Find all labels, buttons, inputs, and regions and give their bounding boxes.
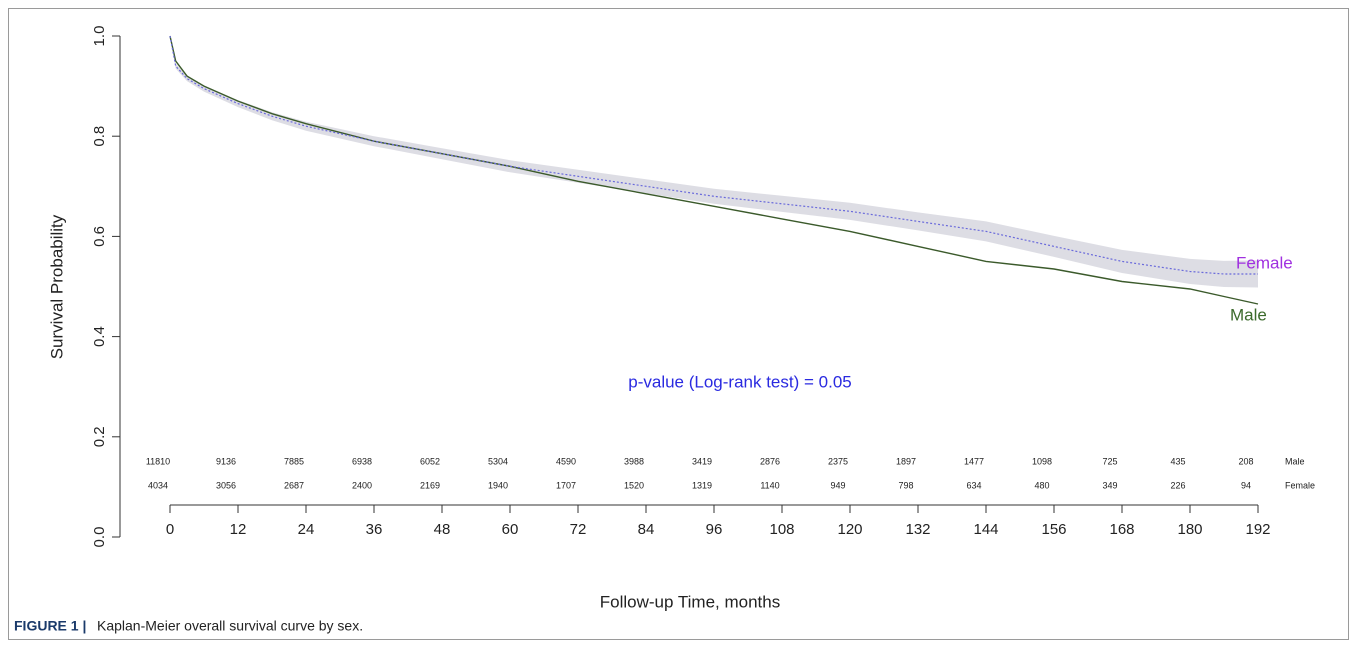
at-risk-count: 4590	[556, 456, 576, 466]
at-risk-row-label: Female	[1285, 480, 1315, 490]
at-risk-row-label: Male	[1285, 456, 1305, 466]
y-tick-label: 0.2	[91, 426, 108, 447]
at-risk-count: 2400	[352, 480, 372, 490]
caption: Kaplan-Meier overall survival curve by s…	[97, 618, 363, 634]
y-axis-label: Survival Probability	[47, 214, 66, 359]
x-tick-label: 180	[1177, 521, 1202, 538]
curve-label: Female	[1236, 253, 1293, 272]
figure-frame	[8, 8, 1349, 640]
survival-curve	[169, 35, 1259, 305]
y-tick-label: 1.0	[91, 26, 108, 47]
x-tick-label: 24	[298, 521, 315, 538]
at-risk-count: 3419	[692, 456, 712, 466]
x-tick-label: 156	[1041, 521, 1066, 538]
curve-label: Male	[1230, 305, 1267, 324]
confidence-band	[170, 36, 1258, 288]
at-risk-count: 11810	[146, 456, 170, 466]
x-tick-label: 120	[837, 521, 862, 538]
at-risk-count: 2375	[828, 456, 848, 466]
at-risk-count: 6052	[420, 456, 440, 466]
at-risk-count: 1319	[692, 480, 712, 490]
x-tick-label: 60	[502, 521, 519, 538]
y-tick-label: 0.6	[91, 226, 108, 247]
at-risk-count: 3056	[216, 480, 236, 490]
at-risk-count: 1897	[896, 456, 916, 466]
at-risk-count: 2169	[420, 480, 440, 490]
at-risk-count: 9136	[216, 456, 236, 466]
at-risk-count: 2687	[284, 480, 304, 490]
at-risk-count: 1098	[1032, 456, 1052, 466]
y-tick-label: 0.4	[91, 326, 108, 347]
at-risk-count: 949	[830, 480, 845, 490]
annotation: p-value (Log-rank test) = 0.05	[628, 372, 851, 391]
y-tick-label: 0.0	[91, 527, 108, 548]
at-risk-count: 725	[1102, 456, 1117, 466]
x-tick-label: 0	[166, 521, 174, 538]
x-tick-label: 168	[1109, 521, 1134, 538]
y-tick-label: 0.8	[91, 126, 108, 147]
at-risk-count: 3988	[624, 456, 644, 466]
at-risk-count: 1940	[488, 480, 508, 490]
at-risk-count: 226	[1170, 480, 1185, 490]
at-risk-count: 6938	[352, 456, 372, 466]
survival-curve	[169, 35, 1258, 275]
at-risk-count: 798	[898, 480, 913, 490]
at-risk-count: 1477	[964, 456, 984, 466]
x-tick-label: 192	[1245, 521, 1270, 538]
caption-label: FIGURE 1 |	[14, 618, 86, 634]
x-tick-label: 84	[638, 521, 655, 538]
at-risk-count: 480	[1034, 480, 1049, 490]
at-risk-count: 1520	[624, 480, 644, 490]
at-risk-count: 2876	[760, 456, 780, 466]
at-risk-count: 5304	[488, 456, 508, 466]
at-risk-count: 208	[1238, 456, 1253, 466]
x-tick-label: 96	[706, 521, 723, 538]
at-risk-count: 7885	[284, 456, 304, 466]
x-tick-label: 108	[769, 521, 794, 538]
at-risk-count: 435	[1170, 456, 1185, 466]
at-risk-count: 1140	[760, 480, 779, 490]
at-risk-count: 94	[1241, 480, 1251, 490]
at-risk-count: 1707	[556, 480, 576, 490]
x-tick-label: 12	[230, 521, 247, 538]
x-tick-label: 36	[366, 521, 383, 538]
x-tick-label: 72	[570, 521, 587, 538]
at-risk-count: 4034	[148, 480, 168, 490]
x-tick-label: 132	[905, 521, 930, 538]
at-risk-count: 349	[1102, 480, 1117, 490]
x-axis-label: Follow-up Time, months	[600, 592, 780, 611]
x-tick-label: 144	[973, 521, 998, 538]
x-tick-label: 48	[434, 521, 451, 538]
at-risk-count: 634	[966, 480, 981, 490]
